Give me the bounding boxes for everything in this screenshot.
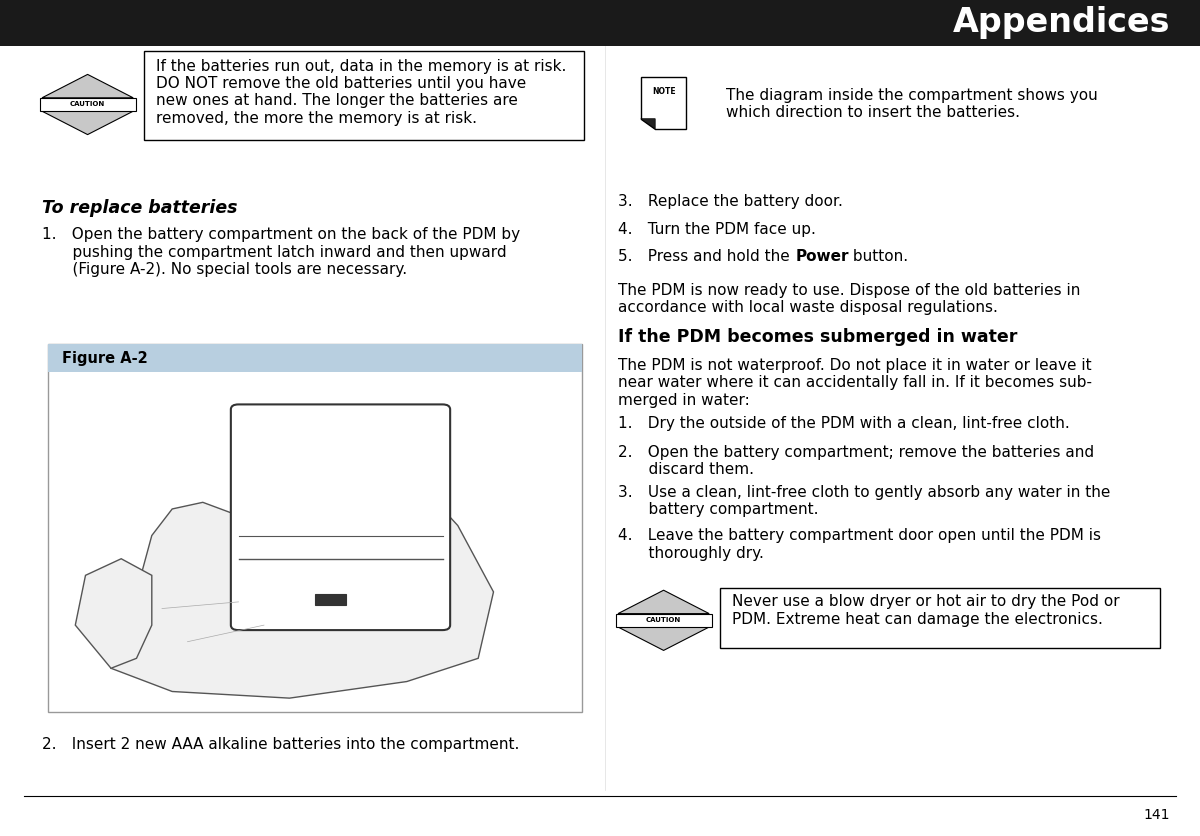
- Text: NOTE: NOTE: [652, 87, 676, 96]
- Polygon shape: [618, 590, 709, 614]
- Text: 5. Press and hold the: 5. Press and hold the: [618, 249, 794, 264]
- FancyBboxPatch shape: [40, 98, 136, 111]
- Text: The PDM is not waterproof. Do not place it in water or leave it
near water where: The PDM is not waterproof. Do not place …: [618, 358, 1092, 408]
- Text: Never use a blow dryer or hot air to dry the Pod or
PDM. Extreme heat can damage: Never use a blow dryer or hot air to dry…: [732, 594, 1120, 627]
- Polygon shape: [641, 77, 686, 129]
- Polygon shape: [42, 111, 133, 135]
- Polygon shape: [641, 119, 655, 129]
- Polygon shape: [42, 74, 133, 98]
- FancyBboxPatch shape: [616, 614, 712, 627]
- Text: The diagram inside the compartment shows you
which direction to insert the batte: The diagram inside the compartment shows…: [726, 88, 1098, 120]
- Text: CAUTION: CAUTION: [646, 617, 682, 624]
- Text: 1. Open the battery compartment on the back of the PDM by
  pushing the compartm: 1. Open the battery compartment on the b…: [42, 227, 520, 278]
- Text: Figure A-2: Figure A-2: [62, 351, 148, 365]
- Text: 3. Use a clean, lint-free cloth to gently absorb any water in the
  battery comp: 3. Use a clean, lint-free cloth to gentl…: [618, 485, 1110, 517]
- Bar: [48, 344, 582, 712]
- Text: Power: Power: [796, 249, 850, 264]
- Text: CAUTION: CAUTION: [70, 101, 106, 108]
- Text: 2. Insert 2 new AAA alkaline batteries into the compartment.: 2. Insert 2 new AAA alkaline batteries i…: [42, 737, 520, 752]
- Text: If the batteries run out, data in the memory is at risk.
DO NOT remove the old b: If the batteries run out, data in the me…: [156, 59, 566, 125]
- Text: 4. Turn the PDM face up.: 4. Turn the PDM face up.: [618, 222, 816, 237]
- Text: button.: button.: [848, 249, 908, 264]
- Text: The PDM is now ready to use. Dispose of the old batteries in
accordance with loc: The PDM is now ready to use. Dispose of …: [618, 283, 1080, 315]
- Text: Appendices: Appendices: [953, 7, 1170, 39]
- Bar: [144, 51, 584, 140]
- Text: 1. Dry the outside of the PDM with a clean, lint-free cloth.: 1. Dry the outside of the PDM with a cle…: [618, 416, 1069, 431]
- Bar: [720, 588, 1160, 648]
- Text: If the PDM becomes submerged in water: If the PDM becomes submerged in water: [618, 328, 1018, 346]
- Text: 2. Open the battery compartment; remove the batteries and
  discard them.: 2. Open the battery compartment; remove …: [618, 445, 1094, 477]
- Text: 141: 141: [1144, 808, 1170, 822]
- Polygon shape: [618, 627, 709, 650]
- Text: 3. Replace the battery door.: 3. Replace the battery door.: [618, 194, 842, 209]
- Bar: [48, 344, 582, 372]
- Text: 4. Leave the battery compartment door open until the PDM is
  thoroughly dry.: 4. Leave the battery compartment door op…: [618, 528, 1102, 561]
- Bar: [0, 0, 1200, 46]
- Text: To replace batteries: To replace batteries: [42, 199, 238, 217]
